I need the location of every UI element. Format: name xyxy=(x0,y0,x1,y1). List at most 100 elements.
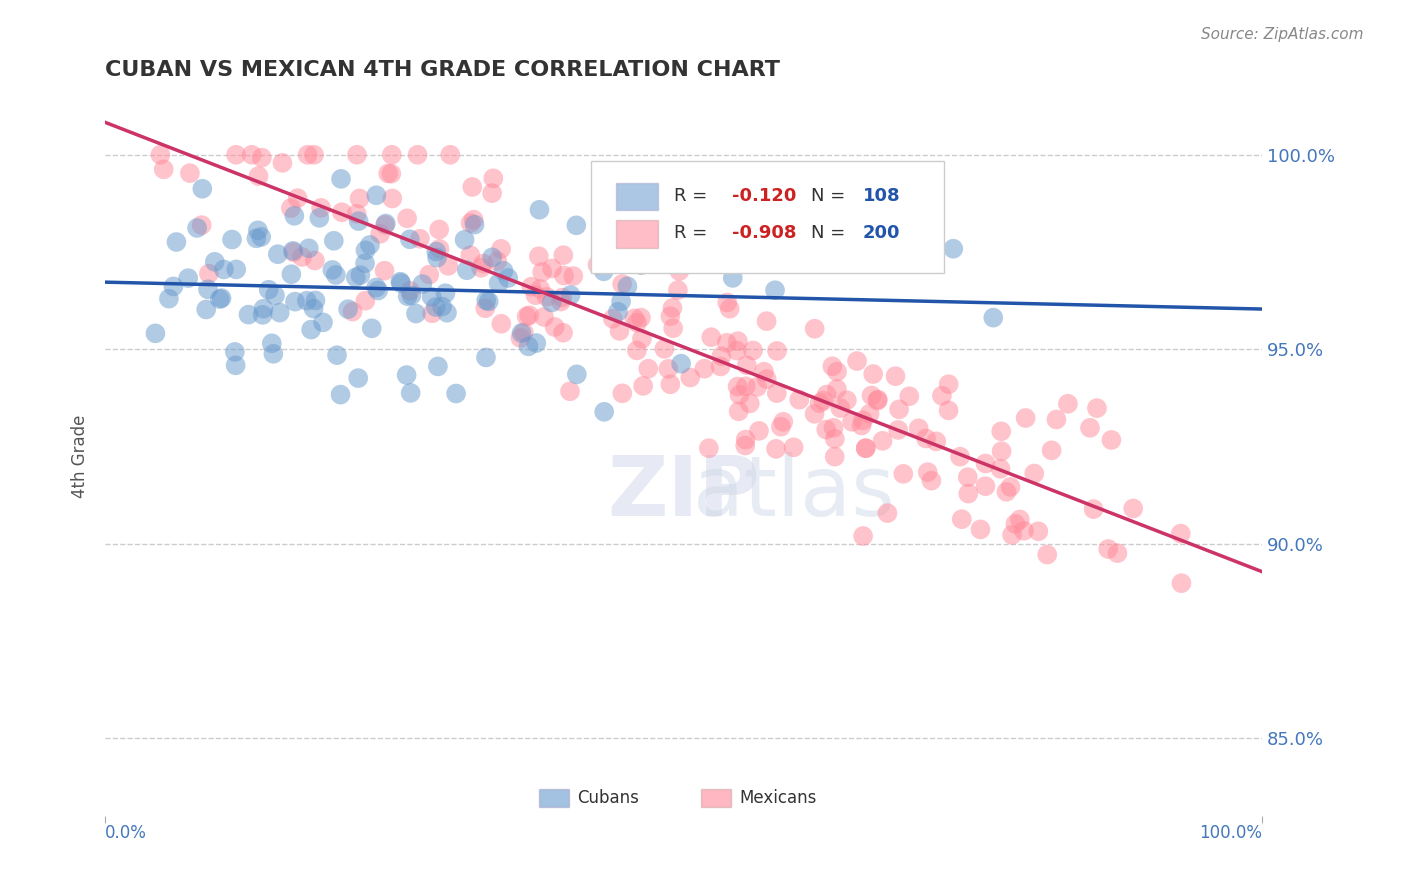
Point xyxy=(347,371,370,385)
Point xyxy=(377,166,399,180)
Point xyxy=(1045,412,1067,426)
Point xyxy=(938,377,960,392)
Point xyxy=(765,386,787,401)
Point xyxy=(887,402,910,417)
Point xyxy=(769,419,792,434)
Point xyxy=(464,218,486,232)
Point xyxy=(389,276,412,290)
Point xyxy=(813,393,835,408)
Point xyxy=(395,368,418,382)
Point xyxy=(855,441,877,455)
Point xyxy=(492,264,515,278)
Point xyxy=(1000,480,1022,494)
Point xyxy=(866,392,889,407)
Point xyxy=(309,201,332,215)
Point xyxy=(917,465,939,479)
Point xyxy=(304,293,326,308)
Point xyxy=(211,291,233,305)
Point xyxy=(252,308,274,322)
Point xyxy=(550,294,572,309)
Point xyxy=(957,486,980,500)
Point xyxy=(367,284,389,298)
Point xyxy=(560,288,582,302)
Point xyxy=(330,172,353,186)
Point xyxy=(725,343,748,358)
Point xyxy=(990,462,1012,476)
Point xyxy=(891,467,914,481)
Point xyxy=(380,167,402,181)
Point xyxy=(876,506,898,520)
Point xyxy=(755,372,778,386)
Point xyxy=(661,301,683,315)
Point xyxy=(616,279,638,293)
Point xyxy=(489,242,512,256)
Point xyxy=(1078,421,1101,435)
Point xyxy=(346,148,368,162)
Text: 100.0%: 100.0% xyxy=(1199,823,1263,842)
Point xyxy=(396,289,419,303)
Point xyxy=(782,440,804,454)
Point xyxy=(1170,576,1192,591)
Point xyxy=(1008,512,1031,526)
Point xyxy=(851,418,873,433)
Point xyxy=(461,180,484,194)
Point xyxy=(157,292,180,306)
Point xyxy=(482,171,505,186)
Point xyxy=(430,300,453,314)
Point xyxy=(456,263,478,277)
Point xyxy=(1057,397,1080,411)
Point xyxy=(846,354,869,368)
Point xyxy=(337,302,360,317)
Point xyxy=(995,484,1018,499)
Point xyxy=(349,191,371,205)
Point xyxy=(149,148,172,162)
Point xyxy=(347,214,370,228)
Point xyxy=(631,379,654,393)
Point xyxy=(553,248,575,262)
Point xyxy=(162,279,184,293)
Point xyxy=(1036,548,1059,562)
Point xyxy=(866,393,889,408)
Point xyxy=(509,331,531,345)
Point xyxy=(727,379,749,393)
Point xyxy=(374,263,396,277)
Point xyxy=(858,407,880,421)
Point xyxy=(1014,411,1036,425)
Point xyxy=(666,283,689,297)
Point xyxy=(728,388,751,402)
Point xyxy=(321,263,343,277)
Point xyxy=(925,434,948,449)
Point xyxy=(718,301,741,316)
Point xyxy=(872,434,894,448)
Point xyxy=(283,209,305,223)
Point xyxy=(697,441,720,455)
Point xyxy=(593,405,616,419)
Point xyxy=(558,384,581,399)
Point xyxy=(950,512,973,526)
Point xyxy=(426,251,449,265)
Point xyxy=(734,379,756,393)
Point xyxy=(543,320,565,334)
Point xyxy=(246,223,269,237)
Text: R =: R = xyxy=(675,224,713,242)
Point xyxy=(360,321,382,335)
Point xyxy=(887,423,910,437)
Point xyxy=(481,250,503,264)
Point xyxy=(825,365,848,379)
Point xyxy=(354,256,377,270)
Point xyxy=(491,317,513,331)
Point xyxy=(931,389,953,403)
Point xyxy=(212,262,235,277)
Point xyxy=(221,233,243,247)
Point xyxy=(429,242,451,256)
Point xyxy=(747,380,769,394)
Point xyxy=(1122,501,1144,516)
Point xyxy=(426,359,449,374)
Point xyxy=(516,310,538,324)
Point xyxy=(344,270,367,285)
Point xyxy=(250,151,273,165)
Point xyxy=(267,247,290,261)
Point xyxy=(250,230,273,244)
Text: Mexicans: Mexicans xyxy=(740,789,817,807)
Point xyxy=(165,235,187,249)
